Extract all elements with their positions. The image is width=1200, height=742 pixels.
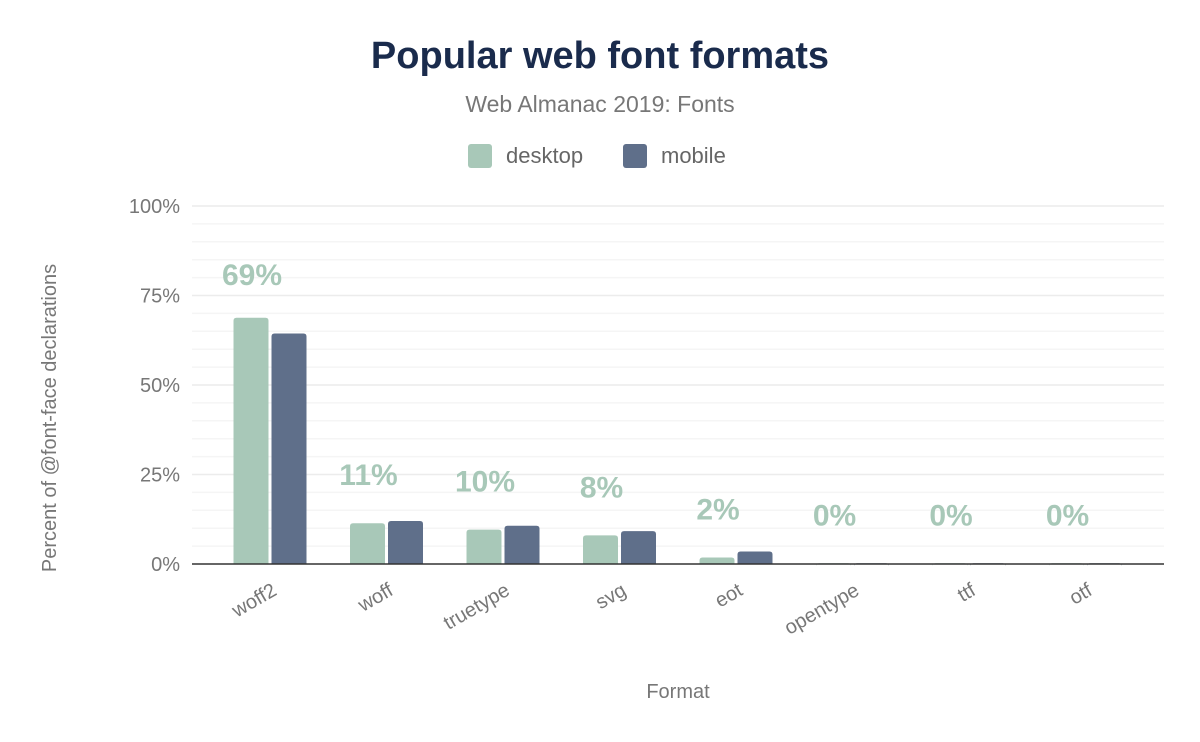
bar-desktop xyxy=(233,317,269,564)
y-tick-label: 75% xyxy=(140,286,180,308)
data-label: 0% xyxy=(1046,499,1089,532)
bar-mobile xyxy=(388,521,423,564)
x-tick-label: ttf xyxy=(954,579,980,607)
grid: 0% 25% 50% 75% 100% xyxy=(129,196,1164,576)
x-axis-title: Format xyxy=(646,681,710,703)
bar-desktop xyxy=(466,529,502,564)
data-label: 0% xyxy=(929,499,972,532)
x-tick-label: svg xyxy=(592,579,630,614)
data-label: 10% xyxy=(455,466,515,499)
legend-label: mobile xyxy=(661,143,726,168)
bar-desktop xyxy=(350,523,385,564)
x-tick-label: opentype xyxy=(781,579,863,639)
y-tick-label: 25% xyxy=(140,465,180,487)
y-tick-label: 50% xyxy=(140,375,180,397)
data-label: 0% xyxy=(813,499,856,532)
chart-title: Popular web font formats xyxy=(371,35,829,77)
bars: 69% woff2 11% woff 10% truetype 8% svg 2% eot 0% op… xyxy=(192,259,1164,639)
bar-mobile xyxy=(737,551,773,564)
x-tick-label: truetype xyxy=(440,579,514,634)
data-label: 11% xyxy=(339,459,397,492)
legend-label: desktop xyxy=(506,143,583,168)
bar-mobile xyxy=(504,525,540,564)
legend: desktop mobile xyxy=(468,143,726,168)
x-tick-label: eot xyxy=(711,579,746,612)
y-tick-label: 0% xyxy=(151,554,180,576)
bar-mobile xyxy=(271,333,307,564)
data-label: 69% xyxy=(222,259,282,292)
x-tick-label: otf xyxy=(1066,579,1097,609)
chart-subtitle: Web Almanac 2019: Fonts xyxy=(465,91,734,117)
legend-swatch xyxy=(623,144,647,168)
bar-desktop xyxy=(699,557,735,564)
x-tick-label: woff xyxy=(354,579,398,617)
bar-mobile xyxy=(621,531,656,564)
y-axis-title: Percent of @font-face declarations xyxy=(39,264,61,572)
data-label: 2% xyxy=(696,494,739,527)
legend-swatch xyxy=(468,144,492,168)
y-tick-label: 100% xyxy=(129,196,180,218)
data-label: 8% xyxy=(580,471,623,504)
bar-desktop xyxy=(583,535,618,564)
x-tick-label: woff2 xyxy=(228,579,281,622)
